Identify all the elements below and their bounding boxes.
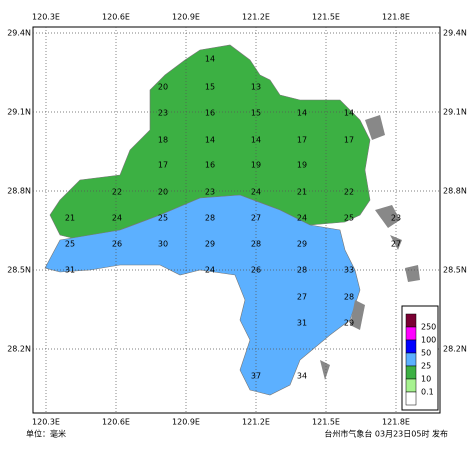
station-value: 31 (65, 266, 75, 275)
station-value: 28 (205, 214, 215, 223)
station-value: 17 (344, 136, 354, 145)
station-value: 23 (205, 188, 215, 197)
station-value: 26 (112, 240, 122, 249)
station-value: 14 (251, 136, 261, 145)
station-value: 22 (112, 188, 122, 197)
station-value: 28 (344, 293, 354, 302)
legend-label: 50 (421, 349, 431, 358)
x-tick-label: 121.5E (312, 418, 340, 427)
station-value: 25 (65, 240, 75, 249)
station-value: 13 (251, 83, 261, 92)
legend-label: 0.1 (421, 388, 434, 397)
legend-swatch (405, 365, 417, 380)
x-tick-label: 121.2E (242, 13, 270, 22)
station-value: 19 (251, 161, 261, 170)
legend-swatch (405, 339, 417, 354)
station-value: 19 (297, 161, 307, 170)
legend-label: 100 (421, 336, 436, 345)
legend-label: 250 (421, 323, 436, 332)
station-value: 27 (391, 240, 401, 249)
y-tick-label: 28.5N (443, 266, 467, 275)
x-tick-label: 120.3E (32, 418, 60, 427)
station-value: 25 (344, 214, 354, 223)
issuer-label: 台州市气象台 03月23日05时 发布 (324, 429, 448, 439)
station-value: 21 (297, 188, 307, 197)
x-tick-label: 121.8E (382, 13, 410, 22)
station-value: 31 (297, 319, 307, 328)
station-value: 28 (297, 266, 307, 275)
legend: 250 100 50 25 10 0.1 (401, 305, 439, 411)
station-value: 23 (391, 214, 401, 223)
station-value: 16 (205, 109, 215, 118)
station-value: 24 (251, 188, 261, 197)
x-tick-label: 120.9E (172, 13, 200, 22)
region-blue (44, 194, 361, 396)
grid (33, 27, 440, 413)
x-tick-label: 121.5E (312, 13, 340, 22)
station-value: 29 (297, 240, 307, 249)
station-value: 14 (205, 55, 215, 64)
x-tick-label: 120.6E (102, 418, 130, 427)
station-value: 14 (205, 136, 215, 145)
x-tick-label: 120.9E (172, 418, 200, 427)
islands (320, 115, 420, 380)
station-value: 23 (158, 109, 168, 118)
station-value: 14 (297, 109, 307, 118)
station-value: 24 (112, 214, 122, 223)
legend-swatch (405, 313, 417, 328)
station-value: 21 (65, 214, 75, 223)
station-value: 37 (251, 372, 261, 381)
legend-swatch (405, 391, 417, 406)
unit-label: 单位：毫米 (26, 429, 66, 439)
station-value: 33 (344, 266, 354, 275)
y-tick-label: 28.5N (7, 266, 31, 275)
station-value: 30 (158, 240, 168, 249)
legend-label: 25 (421, 362, 431, 371)
x-tick-label: 121.2E (242, 418, 270, 427)
y-tick-label: 28.8N (443, 187, 467, 196)
legend-label: 10 (421, 375, 431, 384)
y-tick-label: 29.1N (443, 108, 467, 117)
station-value: 20 (158, 188, 168, 197)
x-tick-label: 120.6E (102, 13, 130, 22)
station-value: 17 (158, 161, 168, 170)
y-tick-label: 28.8N (7, 187, 31, 196)
station-value: 29 (344, 319, 354, 328)
station-value: 18 (158, 136, 168, 145)
station-value: 15 (205, 83, 215, 92)
station-value: 25 (158, 214, 168, 223)
station-value: 28 (251, 240, 261, 249)
legend-swatch (405, 378, 417, 393)
y-tick-label: 29.4N (443, 29, 467, 38)
station-value: 29 (205, 240, 215, 249)
station-value: 20 (158, 83, 168, 92)
y-tick-label: 29.4N (7, 29, 31, 38)
station-value: 27 (297, 293, 307, 302)
station-value: 24 (205, 266, 215, 275)
station-value: 27 (251, 214, 261, 223)
y-tick-label: 28.2N (7, 345, 31, 354)
station-value: 22 (344, 188, 354, 197)
y-tick-label: 29.1N (7, 108, 31, 117)
labels: 120.3E 120.3E 120.6E 120.6E 120.9E 120.9E 121.… (7, 13, 467, 427)
station-value: 15 (251, 109, 261, 118)
station-value: 16 (205, 161, 215, 170)
station-value: 17 (297, 136, 307, 145)
station-value: 14 (344, 109, 354, 118)
x-tick-label: 120.3E (32, 13, 60, 22)
station-value: 34 (297, 372, 307, 381)
legend-swatch (405, 326, 417, 341)
station-value: 26 (251, 266, 261, 275)
station-value: 24 (297, 214, 307, 223)
x-tick-label: 121.8E (382, 418, 410, 427)
legend-swatch (405, 352, 417, 367)
y-tick-label: 28.2N (443, 345, 467, 354)
